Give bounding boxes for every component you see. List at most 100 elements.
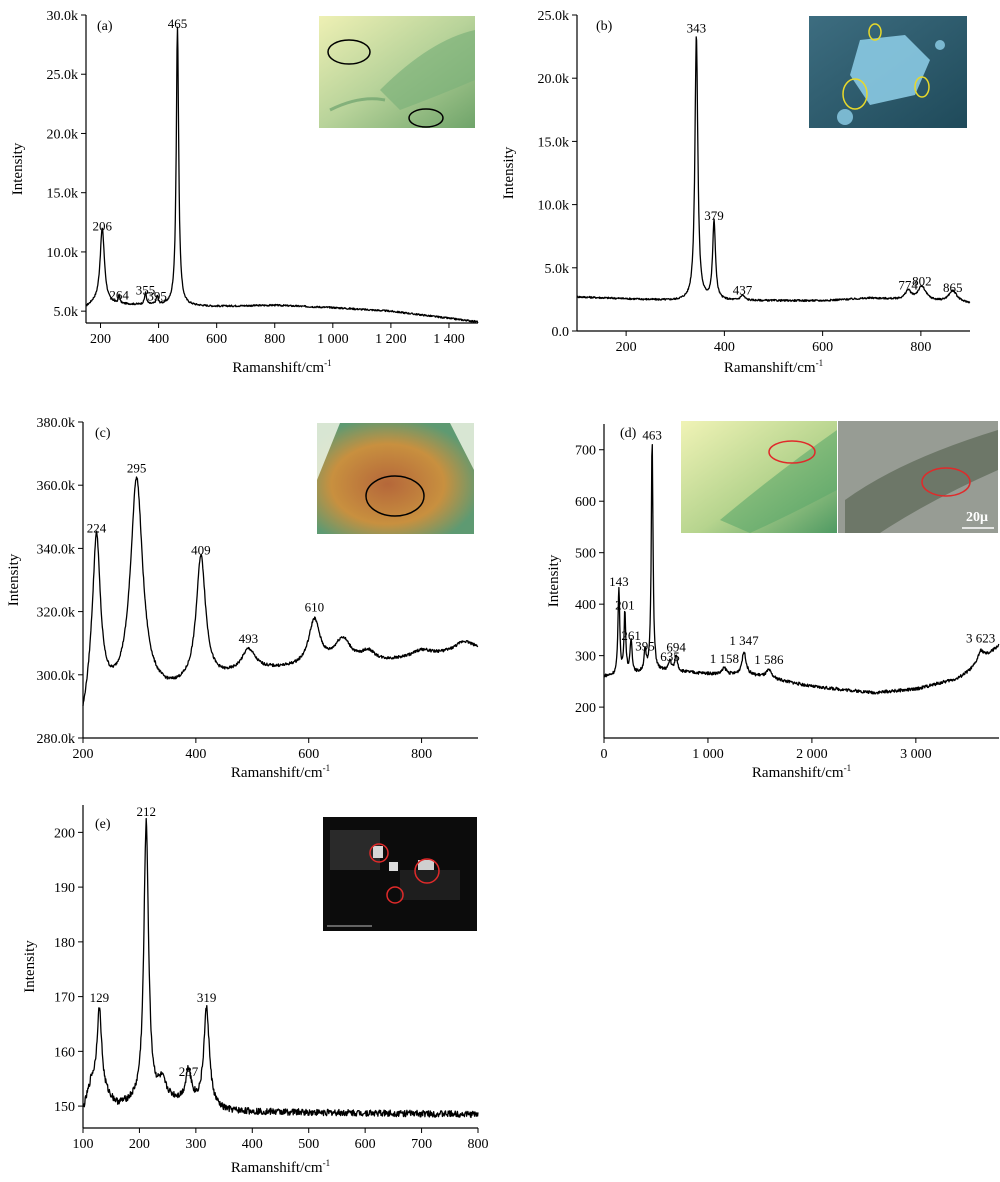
chart-c: 200 400 600 800 280.0k 300.0k 320.0k 340.0k 360.… bbox=[6, 416, 479, 781]
peak-label-d: 395 bbox=[635, 638, 655, 653]
y-tick-label-d: 500 bbox=[575, 547, 596, 562]
x-tick-label-e: 500 bbox=[298, 1137, 319, 1152]
x-tick-label-e: 100 bbox=[73, 1137, 94, 1152]
y-tick-label-e: 150 bbox=[54, 1100, 75, 1115]
y-tick-label-b: 0.0 bbox=[552, 325, 570, 340]
peak-label-d: 1 158 bbox=[710, 651, 739, 666]
inset-photo-d-right: 20μ bbox=[838, 421, 998, 533]
peak-label-e: 129 bbox=[90, 990, 110, 1005]
y-tick-label-d: 700 bbox=[575, 444, 596, 459]
inset-photo-d-left bbox=[681, 421, 837, 533]
y-tick-label-e: 200 bbox=[54, 826, 75, 841]
peak-label-a: 264 bbox=[109, 287, 129, 302]
peak-label-e: 212 bbox=[136, 804, 156, 819]
peak-label-b: 865 bbox=[943, 280, 963, 295]
x-tick-label-b: 200 bbox=[616, 340, 637, 355]
inset-photo-a bbox=[319, 16, 475, 128]
y-tick-label-b: 10.0k bbox=[538, 199, 570, 214]
x-axis-label-d: Ramanshift/cm-1 bbox=[752, 763, 851, 781]
y-tick-label-e: 180 bbox=[54, 936, 75, 951]
x-tick-label-b: 600 bbox=[812, 340, 833, 355]
scale-bar-label: 20μ bbox=[966, 510, 988, 525]
y-tick-label-b: 20.0k bbox=[538, 72, 570, 87]
y-tick-label-c: 360.0k bbox=[37, 479, 76, 494]
x-axis-label-b: Ramanshift/cm-1 bbox=[724, 358, 823, 376]
peak-label-c: 409 bbox=[191, 543, 211, 558]
spectrum-line-d bbox=[603, 443, 1000, 695]
chart-e: 100 200 300 400 500 600 700 800 150 160 170 180 190 2… bbox=[22, 804, 489, 1176]
y-tick-label-a: 30.0k bbox=[47, 9, 79, 24]
peak-label-b: 802 bbox=[912, 273, 932, 288]
y-tick-label-e: 190 bbox=[54, 881, 75, 896]
spectrum-line-b bbox=[576, 36, 971, 304]
x-tick-label-a: 1 000 bbox=[317, 332, 349, 347]
x-tick-label-a: 1 200 bbox=[375, 332, 407, 347]
panel-label-d: (d) bbox=[620, 426, 637, 441]
y-axis-label-b: Intensity bbox=[501, 146, 517, 199]
panel-label-c: (c) bbox=[95, 426, 111, 441]
x-axis-label-e: Ramanshift/cm-1 bbox=[231, 1158, 330, 1176]
peak-label-d: 201 bbox=[615, 597, 635, 612]
spectrum-line-c bbox=[82, 476, 479, 706]
y-tick-label-d: 600 bbox=[575, 495, 596, 510]
panel-label-b: (b) bbox=[596, 19, 613, 34]
x-tick-label-e: 200 bbox=[129, 1137, 150, 1152]
x-tick-label-e: 600 bbox=[355, 1137, 376, 1152]
chart-a: 200 400 600 800 1 000 1 200 1 400 5.0k 10.0k 15.0… bbox=[10, 9, 479, 376]
y-tick-label-b: 5.0k bbox=[545, 262, 570, 277]
y-tick-label-e: 170 bbox=[54, 991, 75, 1006]
y-tick-label-c: 300.0k bbox=[37, 669, 76, 684]
inset-photo-e bbox=[323, 817, 477, 931]
peak-label-e: 319 bbox=[197, 990, 217, 1005]
panel-label-a: (a) bbox=[97, 19, 113, 34]
y-tick-label-d: 400 bbox=[575, 598, 596, 613]
x-tick-label-c: 400 bbox=[185, 747, 206, 762]
y-tick-label-b: 25.0k bbox=[538, 9, 570, 24]
peak-label-b: 379 bbox=[704, 208, 724, 223]
peak-label-c: 295 bbox=[127, 461, 147, 476]
peak-label-d: 635 bbox=[660, 649, 680, 664]
x-tick-label-e: 700 bbox=[411, 1137, 432, 1152]
y-axis-label-a: Intensity bbox=[10, 142, 26, 195]
x-tick-label-d: 3 000 bbox=[900, 747, 932, 762]
peak-label-b: 343 bbox=[687, 21, 707, 36]
x-tick-label-a: 800 bbox=[264, 332, 285, 347]
spectrum-line-e bbox=[82, 817, 479, 1119]
peak-label-d: 143 bbox=[609, 574, 629, 589]
peak-label-d: 1 347 bbox=[729, 633, 759, 648]
inset-photo-b bbox=[809, 16, 967, 128]
x-tick-label-c: 200 bbox=[73, 747, 94, 762]
peak-label-d: 463 bbox=[642, 427, 662, 442]
peak-label-d: 3 623 bbox=[966, 630, 995, 645]
peak-label-b: 774 bbox=[898, 277, 918, 292]
y-axis-label-c: Intensity bbox=[6, 553, 22, 606]
chart-d: 0 1 000 2 000 3 000 200 300 400 500 600 700 143 201… bbox=[546, 424, 1000, 781]
peak-label-b: 437 bbox=[733, 282, 753, 297]
y-tick-label-b: 15.0k bbox=[538, 135, 570, 150]
x-tick-label-e: 800 bbox=[468, 1137, 489, 1152]
peak-label-d: 694 bbox=[666, 640, 686, 655]
y-tick-label-a: 10.0k bbox=[47, 246, 79, 261]
y-tick-label-a: 25.0k bbox=[47, 68, 79, 83]
y-tick-label-e: 160 bbox=[54, 1045, 75, 1060]
peak-label-a: 395 bbox=[147, 288, 167, 303]
x-tick-label-d: 1 000 bbox=[692, 747, 724, 762]
y-tick-label-a: 5.0k bbox=[54, 305, 79, 320]
y-axis-label-d: Intensity bbox=[546, 554, 562, 607]
y-tick-label-a: 20.0k bbox=[47, 127, 79, 142]
y-tick-label-d: 200 bbox=[575, 701, 596, 716]
x-tick-label-c: 800 bbox=[411, 747, 432, 762]
peak-label-d: 261 bbox=[621, 628, 641, 643]
peak-label-c: 610 bbox=[305, 600, 325, 615]
x-axis-label-a: Ramanshift/cm-1 bbox=[232, 358, 331, 376]
y-tick-label-c: 320.0k bbox=[37, 606, 76, 621]
y-tick-label-c: 380.0k bbox=[37, 416, 76, 431]
x-axis-label-c: Ramanshift/cm-1 bbox=[231, 763, 330, 781]
peak-label-c: 224 bbox=[87, 521, 107, 536]
chart-b: 200 400 600 800 0.0 5.0k 10.0k 15.0k 20.0k 25.0k 3… bbox=[501, 9, 971, 376]
x-tick-label-e: 300 bbox=[185, 1137, 206, 1152]
x-tick-label-d: 2 000 bbox=[796, 747, 828, 762]
peak-label-d: 1 586 bbox=[754, 652, 784, 667]
panel-label-e: (e) bbox=[95, 817, 111, 832]
